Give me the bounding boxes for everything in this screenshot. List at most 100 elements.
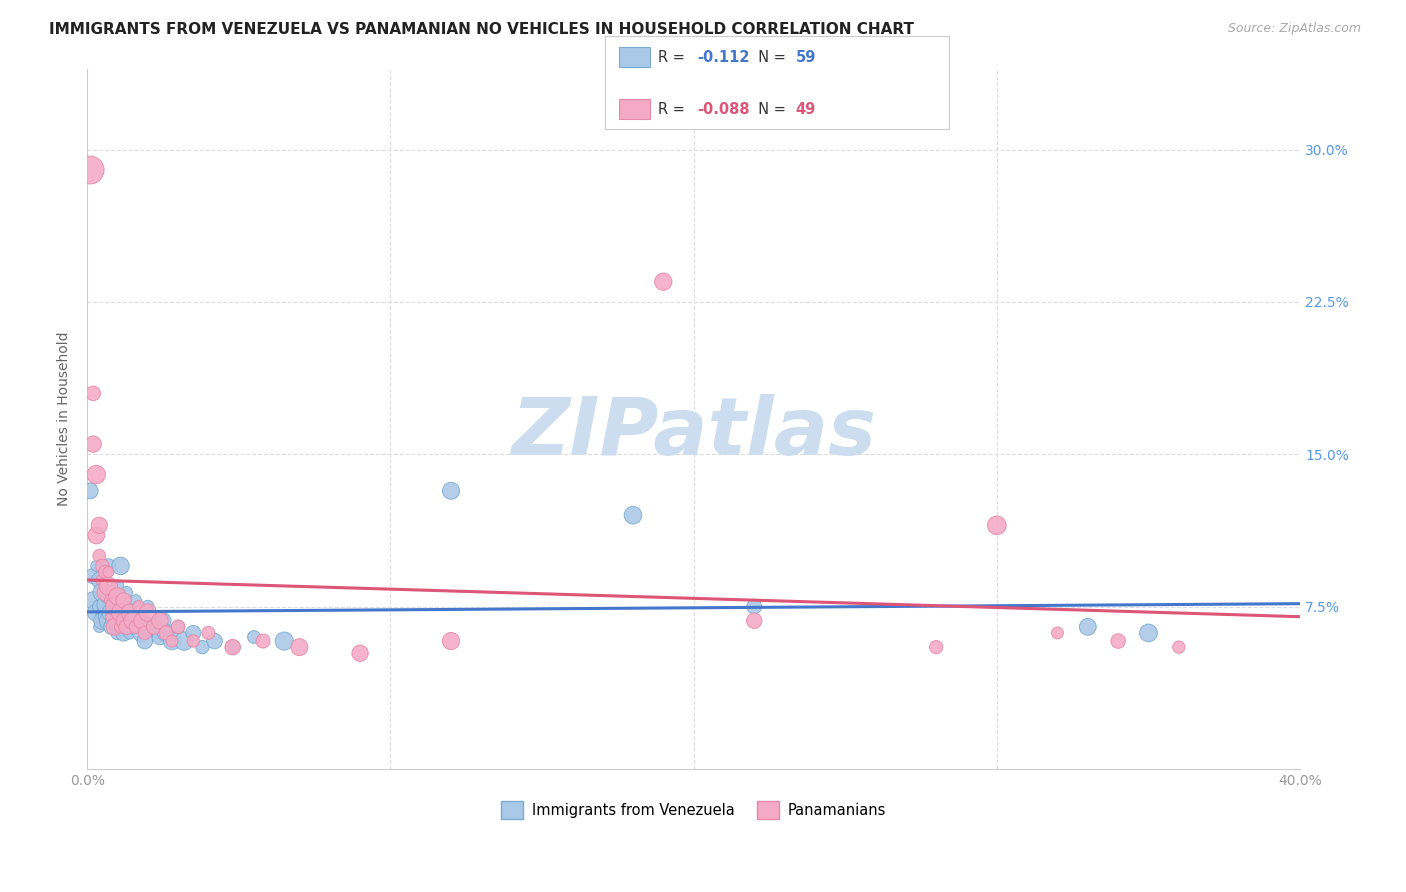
Point: [112, 593, 135, 607]
Point: [167, 620, 190, 634]
Point: [103, 620, 125, 634]
Point: [110, 606, 132, 620]
Point: [100, 606, 122, 620]
Point: [110, 558, 132, 573]
Point: [82, 593, 104, 607]
Point: [652, 275, 675, 289]
Point: [84, 528, 107, 542]
Point: [82, 386, 104, 401]
Text: -0.112: -0.112: [697, 51, 749, 65]
Point: [288, 640, 311, 654]
Point: [149, 614, 172, 628]
Text: 59: 59: [796, 51, 815, 65]
Point: [142, 620, 165, 634]
Point: [115, 620, 138, 634]
Y-axis label: No Vehicles in Household: No Vehicles in Household: [58, 332, 72, 506]
Point: [131, 626, 153, 640]
Point: [84, 606, 107, 620]
Point: [155, 626, 177, 640]
Point: [1046, 626, 1069, 640]
Point: [94, 598, 117, 612]
Point: [82, 569, 104, 583]
Point: [103, 599, 125, 614]
Point: [118, 599, 141, 614]
Point: [142, 620, 165, 634]
Point: [107, 626, 129, 640]
Point: [1137, 626, 1160, 640]
Point: [91, 606, 114, 620]
Point: [84, 558, 107, 573]
Point: [112, 609, 135, 624]
Point: [112, 614, 135, 628]
Text: R =: R =: [658, 103, 689, 117]
Point: [97, 614, 120, 628]
Point: [89, 599, 111, 614]
Point: [103, 593, 125, 607]
Point: [167, 620, 190, 634]
Point: [136, 606, 159, 620]
Point: [89, 549, 111, 563]
Point: [91, 614, 114, 628]
Point: [191, 640, 214, 654]
Point: [89, 518, 111, 533]
Point: [107, 579, 129, 593]
Text: Source: ZipAtlas.com: Source: ZipAtlas.com: [1227, 22, 1361, 36]
Point: [136, 599, 159, 614]
Point: [160, 634, 183, 648]
Point: [134, 634, 156, 648]
Text: N =: N =: [749, 103, 792, 117]
Point: [118, 626, 141, 640]
Text: 49: 49: [796, 103, 815, 117]
Legend: Immigrants from Venezuela, Panamanians: Immigrants from Venezuela, Panamanians: [496, 796, 891, 825]
Text: N =: N =: [749, 51, 792, 65]
Point: [621, 508, 644, 523]
Text: IMMIGRANTS FROM VENEZUELA VS PANAMANIAN NO VEHICLES IN HOUSEHOLD CORRELATION CHA: IMMIGRANTS FROM VENEZUELA VS PANAMANIAN …: [49, 22, 914, 37]
Point: [82, 437, 104, 451]
Point: [100, 620, 122, 634]
Point: [121, 614, 143, 628]
Point: [124, 593, 146, 607]
Point: [181, 626, 204, 640]
Point: [110, 620, 132, 634]
Point: [131, 614, 153, 628]
Text: -0.088: -0.088: [697, 103, 749, 117]
Point: [152, 614, 174, 628]
Point: [124, 620, 146, 634]
Point: [440, 483, 463, 498]
Point: [97, 579, 120, 593]
Point: [97, 565, 120, 579]
Point: [155, 626, 177, 640]
Point: [173, 634, 195, 648]
Point: [222, 640, 245, 654]
Text: ZIPatlas: ZIPatlas: [512, 393, 876, 472]
Point: [204, 634, 226, 648]
Point: [149, 630, 172, 644]
Point: [197, 626, 219, 640]
Point: [1107, 634, 1129, 648]
Point: [100, 609, 122, 624]
Point: [84, 467, 107, 482]
Point: [134, 626, 156, 640]
Point: [121, 609, 143, 624]
Point: [79, 163, 101, 178]
Point: [742, 614, 765, 628]
Point: [222, 640, 245, 654]
Point: [107, 590, 129, 604]
Point: [100, 593, 122, 607]
Point: [1167, 640, 1189, 654]
Point: [94, 609, 117, 624]
Point: [94, 565, 117, 579]
Text: R =: R =: [658, 51, 689, 65]
Point: [986, 518, 1008, 533]
Point: [118, 606, 141, 620]
Point: [349, 646, 371, 660]
Point: [115, 585, 138, 599]
Point: [925, 640, 948, 654]
Point: [131, 614, 153, 628]
Point: [89, 620, 111, 634]
Point: [103, 614, 125, 628]
Point: [128, 620, 150, 634]
Point: [243, 630, 266, 644]
Point: [160, 634, 183, 648]
Point: [121, 620, 143, 634]
